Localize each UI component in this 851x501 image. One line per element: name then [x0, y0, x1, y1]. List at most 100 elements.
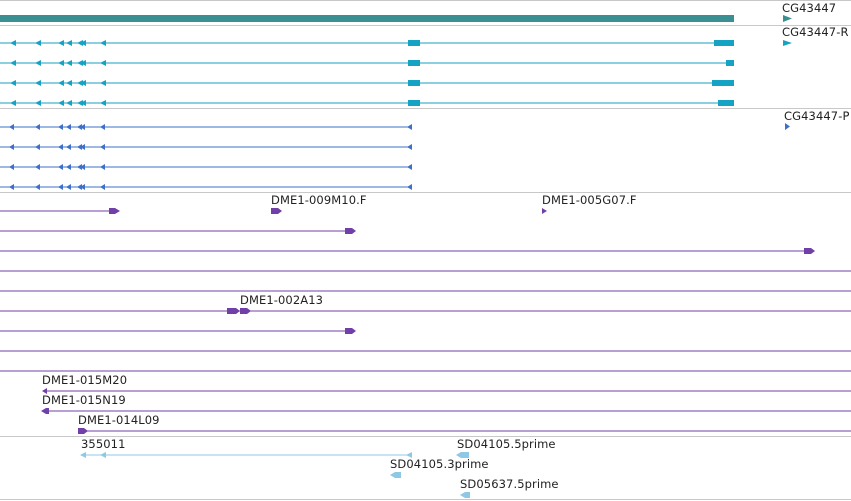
chevron-left-icon	[100, 184, 105, 190]
transcript-label[interactable]: CG43447-R	[782, 25, 849, 39]
cdna-label[interactable]: SD04105.3prime	[390, 457, 489, 471]
cds-label[interactable]: CG43447-P	[784, 109, 850, 123]
est-row[interactable]	[42, 388, 851, 394]
gene-label[interactable]: CG43447	[782, 1, 837, 15]
chevron-left-icon	[66, 164, 71, 170]
chevron-left-icon	[66, 124, 71, 130]
chevron-left-icon	[58, 164, 63, 170]
chevron-left-icon	[100, 100, 106, 106]
exon	[408, 100, 420, 106]
chevron-left-icon	[9, 144, 14, 150]
est-label[interactable]: DME1-005G07.F	[542, 193, 637, 207]
est-row[interactable]	[78, 428, 851, 434]
est-label[interactable]: DME1-002A13	[240, 293, 324, 307]
chevron-right-icon	[783, 15, 792, 22]
est-label[interactable]: DME1-015N19	[42, 393, 126, 407]
chevron-left-icon	[407, 144, 412, 150]
chevron-left-icon	[66, 60, 72, 66]
chevron-left-icon	[58, 100, 64, 106]
chevron-left-icon	[10, 40, 16, 46]
chevron-right-icon[interactable]	[271, 208, 282, 214]
chevron-left-icon	[35, 144, 40, 150]
chevron-left-icon	[41, 408, 49, 414]
exon	[712, 80, 734, 86]
chevron-left-icon	[80, 144, 85, 150]
transcript-row[interactable]	[0, 60, 734, 66]
exon	[714, 40, 734, 46]
est-row[interactable]	[0, 248, 815, 254]
est-row[interactable]	[0, 328, 356, 334]
transcript-row[interactable]	[0, 80, 734, 86]
chevron-left-icon[interactable]	[456, 452, 469, 458]
transcript-row[interactable]	[0, 100, 734, 106]
chevron-left-icon	[9, 124, 14, 130]
chevron-left-icon	[80, 60, 86, 66]
est-row[interactable]	[0, 228, 356, 234]
cds-row[interactable]	[0, 164, 412, 170]
cds-row[interactable]	[0, 184, 412, 190]
chevron-left-icon	[66, 40, 72, 46]
chevron-left-icon	[35, 60, 41, 66]
exon	[408, 80, 420, 86]
chevron-left-icon	[77, 124, 82, 130]
chevron-left-icon	[100, 60, 106, 66]
cds-row[interactable]	[0, 144, 412, 150]
est-row[interactable]	[0, 208, 120, 214]
chevron-left-icon	[42, 388, 47, 394]
chevron-right-icon	[783, 40, 792, 46]
chevron-left-icon	[406, 452, 412, 458]
chevron-left-icon	[35, 184, 40, 190]
est-track	[0, 208, 851, 434]
chevron-left-icon	[10, 100, 16, 106]
chevron-left-icon	[35, 40, 41, 46]
cdna-label[interactable]: SD04105.5prime	[457, 437, 556, 451]
chevron-left-icon	[58, 184, 63, 190]
chevron-left-icon	[100, 452, 106, 458]
cds-row[interactable]	[0, 124, 412, 130]
cdna-label[interactable]: SD05637.5prime	[460, 477, 559, 491]
chevron-left-icon	[100, 80, 106, 86]
cdna-row[interactable]	[80, 452, 412, 458]
chevron-left-icon[interactable]	[460, 492, 470, 498]
chevron-left-icon	[80, 184, 85, 190]
chevron-left-icon	[9, 164, 14, 170]
est-row[interactable]	[41, 408, 851, 414]
chevron-left-icon	[80, 124, 85, 130]
chevron-left-icon	[10, 60, 16, 66]
chevron-left-icon	[100, 40, 106, 46]
chevron-right-icon	[240, 308, 251, 314]
transcript-row[interactable]	[0, 40, 734, 46]
chevron-left-icon	[80, 164, 85, 170]
chevron-left-icon	[58, 80, 64, 86]
chevron-left-icon	[100, 124, 105, 130]
cdna-track	[80, 452, 470, 498]
chevron-right-icon	[227, 308, 240, 314]
exon	[408, 60, 420, 66]
chevron-left-icon	[407, 124, 412, 130]
mrna-track	[0, 40, 792, 106]
cdna-label[interactable]: 355011	[81, 437, 126, 451]
chevron-left-icon	[9, 184, 14, 190]
chevron-right-icon	[804, 248, 815, 254]
chevron-right-icon	[78, 428, 88, 434]
chevron-left-icon[interactable]	[390, 472, 401, 478]
chevron-left-icon	[80, 40, 86, 46]
chevron-right-icon[interactable]	[542, 208, 547, 214]
exon	[726, 60, 734, 66]
chevron-left-icon	[58, 144, 63, 150]
est-row[interactable]	[0, 308, 851, 314]
chevron-left-icon	[80, 100, 86, 106]
est-label[interactable]: DME1-009M10.F	[271, 193, 367, 207]
chevron-left-icon	[407, 164, 412, 170]
chevron-left-icon	[35, 124, 40, 130]
est-label[interactable]: DME1-015M20	[42, 373, 128, 387]
chevron-left-icon	[66, 100, 72, 106]
chevron-left-icon	[80, 80, 86, 86]
chevron-right-icon	[109, 208, 120, 214]
chevron-left-icon	[80, 452, 86, 458]
chevron-left-icon	[35, 100, 41, 106]
est-label[interactable]: DME1-014L09	[78, 413, 160, 427]
gene-feature[interactable]	[0, 15, 734, 22]
